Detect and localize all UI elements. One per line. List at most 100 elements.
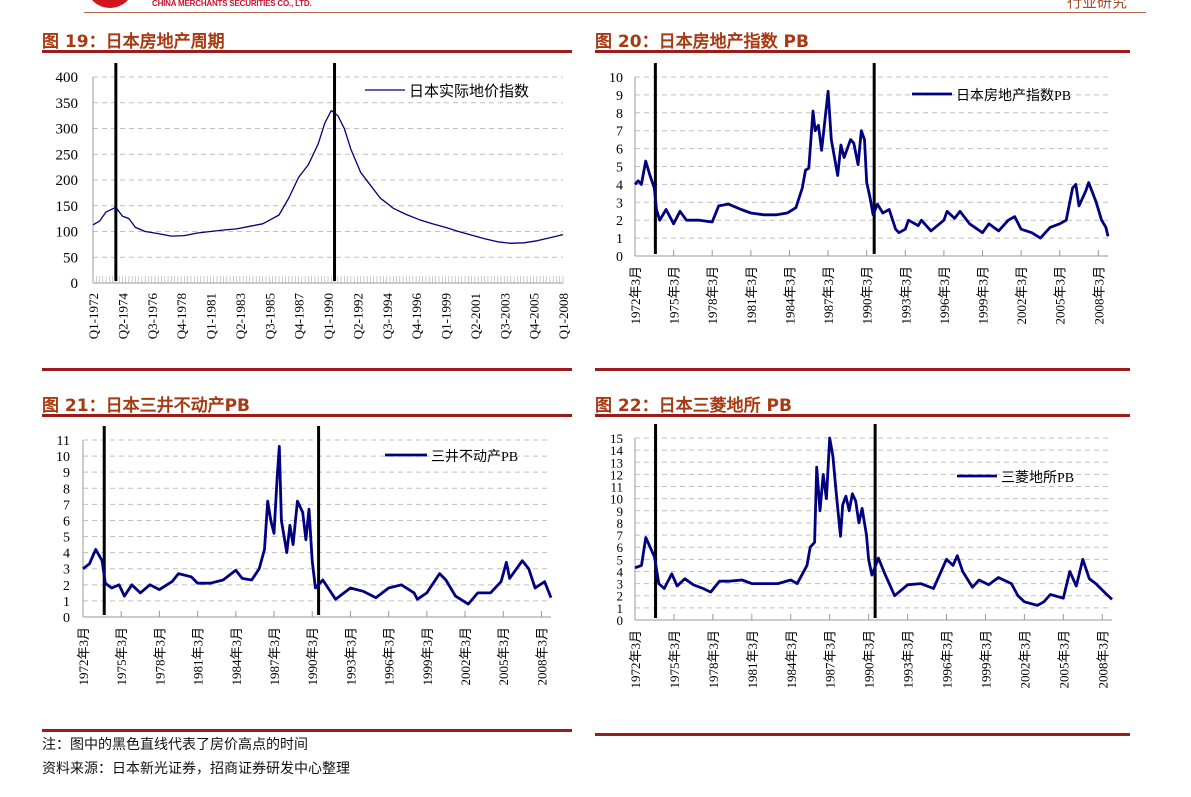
y-tick-label: 4: [616, 178, 623, 193]
figure-20-top-rule: [595, 50, 1130, 53]
y-tick-label: 15: [610, 431, 623, 446]
y-tick-label: 7: [63, 498, 70, 513]
y-tick-label: 7: [617, 528, 624, 543]
y-tick-label: 12: [610, 467, 623, 482]
legend-label: 三菱地所PB: [1001, 470, 1074, 486]
x-tick-label: Q3-1976: [145, 293, 160, 340]
y-tick-label: 6: [63, 514, 70, 529]
y-tick-label: 9: [63, 466, 70, 481]
x-tick-label: 1996年3月: [940, 630, 955, 689]
x-tick-label: 1978年3月: [705, 266, 720, 325]
y-tick-label: 1: [617, 601, 624, 616]
chart-japan-real-estate-cycle: 0 50 100 150 200 250 300 350 400 Q1-1972 Q2-1974 Q3…: [56, 63, 571, 340]
y-tick-label: 1: [63, 595, 70, 610]
x-tick-label: 1981年3月: [745, 630, 760, 689]
header-divider: [84, 12, 1146, 13]
chart-japan-real-estate-index-pb: 0 1 2 3 4 5 6 7 8 9 10 1972年3月 1975年3月 1978年3月 1981年3月…: [609, 63, 1110, 325]
x-tick-label: Q3-1985: [262, 293, 277, 339]
company-logo: [88, 0, 132, 8]
y-tick-label: 1: [616, 232, 623, 247]
x-tick-label: 2002年3月: [1017, 630, 1032, 689]
y-tick-label: 3: [63, 563, 70, 578]
y-tick-label: 13: [610, 455, 623, 470]
y-tick-label: 11: [57, 434, 70, 449]
x-tick-label: 1993年3月: [898, 266, 913, 325]
x-tick-label: 1972年3月: [628, 630, 643, 689]
y-tick-label: 2: [616, 214, 623, 229]
x-tick-label: 1990年3月: [860, 266, 875, 325]
x-tick-label: Q1-1990: [321, 293, 336, 339]
y-tick-label: 8: [63, 482, 70, 497]
x-tick-label: Q2-1992: [350, 293, 365, 339]
x-tick-label: Q3-2003: [497, 293, 512, 339]
x-tick-label: 1978年3月: [152, 627, 167, 686]
y-tick-label: 3: [616, 196, 623, 211]
figure-21-top-rule: [42, 414, 572, 417]
x-tick-label: 2008年3月: [534, 627, 549, 686]
figure-19-bottom-rule: [42, 368, 572, 371]
y-tick-label: 10: [610, 492, 623, 507]
section-label: 行业研究: [1066, 0, 1127, 11]
figure-20-bottom-rule: [595, 368, 1130, 371]
y-tick-label: 10: [56, 450, 70, 465]
y-tick-label: 2: [617, 589, 624, 604]
series-line: [633, 89, 1110, 240]
figure-19-top-rule: [42, 50, 572, 53]
y-tick-label: 9: [616, 89, 623, 104]
x-tick-label: 1996年3月: [937, 266, 952, 325]
x-tick-label: Q1-1981: [204, 293, 219, 339]
x-tick-label: 1990年3月: [305, 627, 320, 686]
x-tick-label: 1999年3月: [976, 266, 991, 325]
x-tick-label: 1993年3月: [343, 627, 358, 686]
y-tick-label: 5: [616, 161, 623, 176]
y-tick-label: 150: [56, 199, 79, 215]
x-tick-label: Q4-1996: [409, 293, 424, 340]
x-tick-label: Q4-2005: [527, 293, 542, 339]
y-tick-label: 9: [617, 504, 624, 519]
y-tick-label: 250: [56, 147, 79, 163]
y-tick-label: 0: [617, 613, 624, 628]
x-tick-label: 1993年3月: [901, 630, 916, 689]
figure-21-bottom-rule: [42, 729, 572, 732]
y-tick-label: 0: [63, 611, 70, 626]
x-tick-label: 1984年3月: [784, 630, 799, 689]
x-tick-label: 1999年3月: [978, 630, 993, 689]
y-tick-label: 10: [609, 71, 623, 86]
x-tick-label: 1975年3月: [667, 630, 682, 689]
y-tick-label: 8: [617, 516, 624, 531]
x-tick-label: 1996年3月: [382, 627, 397, 686]
y-tick-label: 6: [616, 143, 623, 158]
chart-note: 注：图中的黑色直线代表了房价高点的时间: [42, 737, 308, 753]
x-tick-label: 1987年3月: [821, 266, 836, 325]
y-tick-label: 5: [617, 552, 624, 567]
y-tick-label: 350: [56, 96, 79, 112]
series-line: [92, 109, 564, 244]
series-line: [82, 445, 553, 606]
x-tick-label: 2008年3月: [1091, 266, 1106, 325]
x-tick-label: 1972年3月: [628, 266, 643, 325]
x-tick-label: 1972年3月: [76, 627, 91, 686]
y-tick-label: 7: [616, 125, 623, 140]
y-tick-label: 3: [617, 577, 624, 592]
y-tick-label: 4: [63, 547, 70, 562]
x-tick-label: 2008年3月: [1095, 630, 1110, 689]
y-tick-label: 200: [56, 173, 79, 189]
brand-name: CHINA MERCHANTS SECURITIES CO., LTD.: [152, 0, 312, 8]
x-tick-label: 1978年3月: [706, 630, 721, 689]
x-tick-label: Q1-1999: [439, 293, 454, 339]
x-tick-label: Q1-1972: [86, 293, 101, 339]
x-tick-label: 1981年3月: [744, 266, 759, 325]
x-tick-label: Q1-2008: [556, 293, 571, 339]
y-tick-label: 0: [616, 250, 623, 265]
source-note: 资料来源：日本新光证券，招商证券研发中心整理: [42, 761, 350, 777]
y-tick-label: 100: [56, 225, 79, 241]
legend-label: 日本房地产指数PB: [956, 88, 1071, 104]
figure-22-bottom-rule: [595, 733, 1130, 736]
figure-19-title: 图 19：日本房地产周期: [42, 32, 225, 52]
figure-22-title: 图 22：日本三菱地所 PB: [595, 396, 792, 416]
x-tick-label: 2005年3月: [496, 627, 511, 686]
x-tick-label: 1981年3月: [191, 627, 206, 686]
legend-label: 日本实际地价指数: [409, 83, 529, 100]
